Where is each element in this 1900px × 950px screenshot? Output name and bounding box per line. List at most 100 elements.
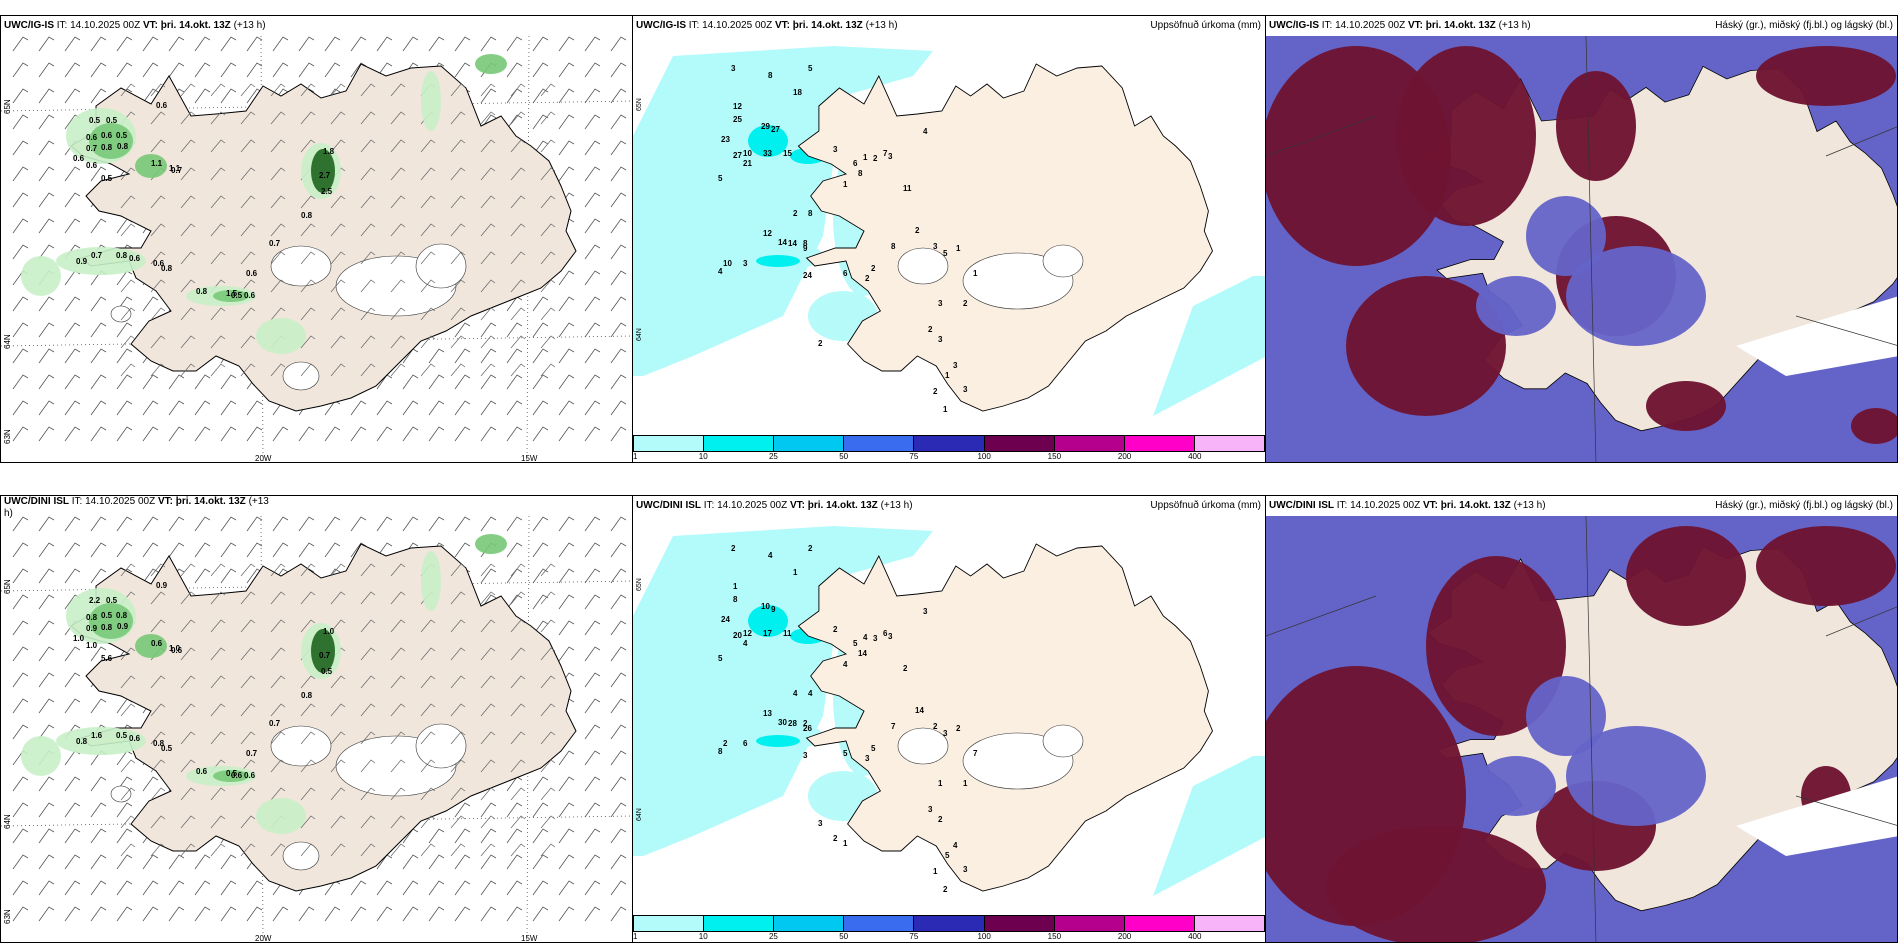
precip-value: 9 <box>771 605 776 614</box>
precip-value: 0.7 <box>269 239 281 248</box>
glacier <box>270 245 332 287</box>
precip-value: 0.6 <box>244 291 256 300</box>
precip-value: 26 <box>803 724 812 733</box>
precip-value: 0.6 <box>151 639 163 648</box>
precip-value: 3 <box>963 385 968 394</box>
precip-value: 0.8 <box>196 287 208 296</box>
precip-value: 1 <box>973 269 978 278</box>
precip-value: 0.5 <box>101 611 113 620</box>
precip-value: 3 <box>963 865 968 874</box>
precip-value: 4 <box>923 127 928 136</box>
colorbar-label: 75 <box>909 452 919 461</box>
glacier <box>1042 724 1084 758</box>
lon-label: 20W <box>255 934 272 943</box>
precip-value: 14 <box>915 706 924 715</box>
precip-value: 3 <box>928 805 933 814</box>
precip-value: 0.6 <box>129 254 141 263</box>
precip-value: 3 <box>873 634 878 643</box>
precip-value: 29 <box>761 122 770 131</box>
colorbar-label: 400 <box>1188 452 1202 461</box>
axis-labels: 65N 64N 63N 20W 15W <box>3 99 538 462</box>
precip-value: 6 <box>843 269 848 278</box>
precip-value: 0.6 <box>73 154 85 163</box>
precip-value: 3 <box>833 145 838 154</box>
precip-value: 4 <box>768 551 773 560</box>
precip-value: 13 <box>763 709 772 718</box>
precip-value: 1 <box>938 779 943 788</box>
precip-value: 0.9 <box>76 257 88 266</box>
colorbar-swatch <box>1193 915 1265 932</box>
panel-header: UWC/IG-IS IT: 14.10.2025 00Z VT: þri. 14… <box>4 20 266 31</box>
precip-value: 28 <box>788 719 797 728</box>
precip-value: 0.7 <box>171 166 183 175</box>
precip-value: 4 <box>793 689 798 698</box>
precip-value: 5 <box>718 654 723 663</box>
precip-value: 3 <box>818 819 823 828</box>
mid-cloud-patches <box>1476 196 1706 346</box>
precip-value: 5 <box>718 174 723 183</box>
precip-value: 2 <box>723 739 728 748</box>
precip-value: 21 <box>743 159 752 168</box>
lat-label: 65N <box>636 98 643 111</box>
iceland-land <box>797 63 1214 412</box>
precip-value: 0.8 <box>101 623 113 632</box>
precip-shading <box>21 54 507 354</box>
precip-value: 6 <box>743 739 748 748</box>
precip-value: 3 <box>923 607 928 616</box>
precip-value: 3 <box>953 361 958 370</box>
colorbar-label: 1 <box>633 932 638 941</box>
high-cloud-field <box>1266 46 1897 444</box>
lat-label: 65N <box>3 579 12 594</box>
precip-value: 0.5 <box>106 596 118 605</box>
precip-value: 11 <box>783 629 792 638</box>
precip-value: 4 <box>863 633 868 642</box>
precip-values: 0.60.5 0.50.6 0.60.70.50.8 0.80.60.6 1.11.10… <box>73 101 335 300</box>
precip-value: 1 <box>943 405 948 414</box>
precip-value: 3 <box>938 335 943 344</box>
precip-value: 2 <box>933 722 938 731</box>
precip-value: 3 <box>933 242 938 251</box>
precip-value: 12 <box>733 102 742 111</box>
precip-value: 0.6 <box>86 133 98 142</box>
precip-value: 0.5 <box>106 116 118 125</box>
colorbar-label: 150 <box>1047 932 1062 941</box>
precip-value: 1 <box>843 180 848 189</box>
precip-value: 0.5 <box>89 116 101 125</box>
precip-value: 8 <box>858 169 863 178</box>
colorbar-swatch <box>983 915 1054 932</box>
clear-sky <box>1736 776 1897 856</box>
colorbar-swatch <box>1053 435 1124 452</box>
precip-value: 24 <box>721 615 730 624</box>
precip-value: 10 <box>743 149 752 158</box>
precip-value: 3 <box>865 754 870 763</box>
precip-value: 0.5 <box>101 174 113 183</box>
precip-value: 1 <box>933 867 938 876</box>
precip-value: 17 <box>763 629 772 638</box>
precip-value: 1 <box>843 839 848 848</box>
precip-value: 2 <box>963 299 968 308</box>
precip-value: 1.1 <box>151 159 163 168</box>
colorbar-swatch <box>913 915 984 932</box>
precip-value: 1 <box>963 779 968 788</box>
precip-value: 3 <box>731 64 736 73</box>
precip-value: 14 <box>858 649 867 658</box>
colorbar-swatch <box>703 435 774 452</box>
lon-label: 15W <box>521 934 538 943</box>
panel-subtitle: Uppsöfnuð úrkoma (mm) <box>1150 20 1261 31</box>
precip-value: 10 <box>761 602 770 611</box>
precip-value: 0.6 <box>244 771 256 780</box>
precip-value: 0.8 <box>116 251 128 260</box>
precip-value: 0.5 <box>231 291 243 300</box>
precip-value: 0.5 <box>116 731 128 740</box>
precip-value: 10 <box>723 259 732 268</box>
bottom-precip-panel: UWC/DINI ISL IT: 14.10.2025 00Z VT: þri.… <box>632 495 1266 943</box>
precip-value: 2 <box>833 834 838 843</box>
mid-cloud-patches <box>1476 676 1706 826</box>
colorbar-label: 10 <box>698 932 708 941</box>
precip-value: 3 <box>803 751 808 760</box>
colorbar-label: 100 <box>977 452 991 461</box>
precip-value: 0.6 <box>246 269 258 278</box>
colorbar-swatch <box>633 435 704 452</box>
top-wind-panel: UWC/IG-IS IT: 14.10.2025 00Z VT: þri. 14… <box>0 15 633 463</box>
